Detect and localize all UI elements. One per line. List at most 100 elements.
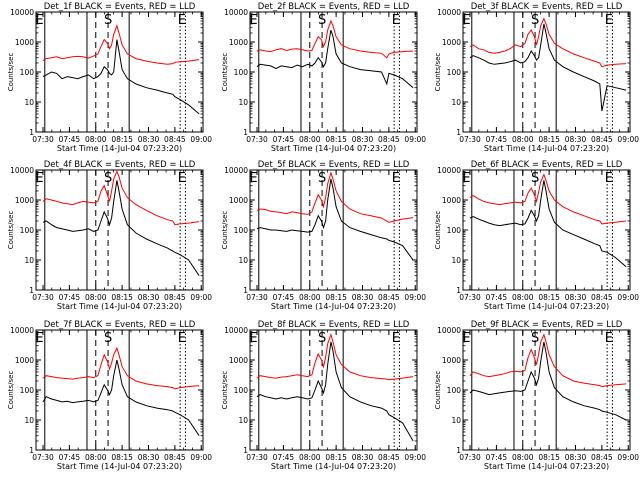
marker-letter: E xyxy=(462,171,470,186)
x-tick-label: 08:00 xyxy=(299,293,321,302)
x-tick-label: 09:00 xyxy=(190,135,212,144)
y-tick-label: 100 xyxy=(20,68,35,77)
panel-1: Det_1f BLACK = Events, RED = LLD 1 10 100 10… xyxy=(7,2,212,153)
y-tick-label: 100 xyxy=(447,226,462,235)
y-tick-label: 1 xyxy=(29,446,34,455)
x-tick-label: 08:45 xyxy=(164,135,186,144)
y-tick-label: 10000 xyxy=(224,8,248,17)
x-tick-label: 08:00 xyxy=(512,135,534,144)
lld-series-line xyxy=(42,346,200,390)
lld-series-line xyxy=(256,19,414,59)
y-tick-label: 10000 xyxy=(10,8,34,17)
events-series-line xyxy=(469,23,627,112)
plot-frame xyxy=(249,329,418,451)
events-series-line xyxy=(469,341,627,421)
x-tick-label: 07:30 xyxy=(32,293,54,302)
y-tick-label: 100 xyxy=(447,386,462,395)
y-tick-label: 1000 xyxy=(15,356,34,365)
y-tick-label: 10000 xyxy=(10,326,34,335)
y-tick-label: 10 xyxy=(24,256,34,265)
marker-letter: E xyxy=(178,13,186,28)
x-tick-label: 07:30 xyxy=(32,453,54,462)
y-axis-label: Counts/sec xyxy=(434,211,442,250)
x-tick-label: 07:30 xyxy=(246,135,268,144)
plot-frame xyxy=(462,11,631,133)
y-tick-label: 10000 xyxy=(437,8,461,17)
panel-title: Det_7f BLACK = Events, RED = LLD xyxy=(44,320,196,330)
events-series-line xyxy=(469,180,627,268)
x-tick-label: 08:15 xyxy=(538,453,560,462)
y-tick-label: 10 xyxy=(238,98,248,107)
x-tick-label: 07:30 xyxy=(246,293,268,302)
panel-5: Det_5f BLACK = Events, RED = LLD 1 10 100 10… xyxy=(221,160,426,311)
marker-letter: E xyxy=(178,331,186,346)
lld-series-line xyxy=(256,332,414,381)
y-tick-label: 1000 xyxy=(442,38,461,47)
y-tick-label: 1000 xyxy=(229,38,248,47)
lld-series-line xyxy=(42,24,200,65)
x-tick-label: 08:45 xyxy=(591,135,613,144)
marker-letter: S xyxy=(531,171,539,186)
y-tick-label: 100 xyxy=(20,386,35,395)
x-tick-label: 08:15 xyxy=(111,453,133,462)
plot-frame xyxy=(249,11,418,133)
panel-title: Det_1f BLACK = Events, RED = LLD xyxy=(44,2,196,12)
y-tick-label: 10000 xyxy=(437,326,461,335)
marker-letter: S xyxy=(318,331,326,346)
x-tick-label: 08:00 xyxy=(299,453,321,462)
marker-letter: E xyxy=(605,171,613,186)
events-series-line xyxy=(256,29,414,89)
y-tick-label: 10000 xyxy=(10,166,34,175)
x-tick-label: 08:15 xyxy=(325,453,347,462)
y-tick-label: 10 xyxy=(24,416,34,425)
x-axis-label: Start Time (14-Jul-04 07:23:20) xyxy=(57,302,182,311)
x-axis-label: Start Time (14-Jul-04 07:23:20) xyxy=(57,144,182,153)
marker-letter: S xyxy=(104,13,112,28)
x-tick-label: 08:00 xyxy=(512,453,534,462)
y-tick-label: 100 xyxy=(447,68,462,77)
x-axis-label: Start Time (14-Jul-04 07:23:20) xyxy=(484,302,609,311)
x-axis-label: Start Time (14-Jul-04 07:23:20) xyxy=(271,302,396,311)
x-tick-label: 09:00 xyxy=(190,293,212,302)
x-tick-label: 08:30 xyxy=(138,453,160,462)
marker-letter: S xyxy=(104,171,112,186)
x-tick-label: 08:15 xyxy=(111,293,133,302)
y-tick-label: 10 xyxy=(451,416,461,425)
events-series-line xyxy=(256,178,414,261)
panel-title: Det_3f BLACK = Events, RED = LLD xyxy=(471,2,623,12)
y-tick-label: 1 xyxy=(456,128,461,137)
x-axis-label: Start Time (14-Jul-04 07:23:20) xyxy=(271,462,396,471)
lld-series-line xyxy=(469,333,627,388)
marker-letter: E xyxy=(249,331,257,346)
y-axis-label: Counts/sec xyxy=(434,53,442,92)
y-tick-label: 1 xyxy=(243,128,248,137)
panel-7: Det_7f BLACK = Events, RED = LLD 1 10 100 10… xyxy=(7,320,212,471)
x-tick-label: 09:00 xyxy=(404,293,426,302)
x-tick-label: 08:00 xyxy=(85,293,107,302)
x-axis-label: Start Time (14-Jul-04 07:23:20) xyxy=(484,144,609,153)
marker-letter: E xyxy=(605,331,613,346)
x-tick-label: 09:00 xyxy=(617,293,639,302)
x-tick-label: 08:45 xyxy=(164,293,186,302)
y-tick-label: 1 xyxy=(29,286,34,295)
panel-8: Det_8f BLACK = Events, RED = LLD 1 10 100 10… xyxy=(221,320,426,471)
y-tick-label: 100 xyxy=(234,386,249,395)
x-tick-label: 08:30 xyxy=(565,135,587,144)
y-tick-label: 100 xyxy=(234,68,249,77)
x-tick-label: 08:45 xyxy=(591,453,613,462)
x-tick-label: 08:45 xyxy=(378,293,400,302)
x-tick-label: 08:30 xyxy=(565,453,587,462)
y-tick-label: 10 xyxy=(238,416,248,425)
x-tick-label: 09:00 xyxy=(404,135,426,144)
y-tick-label: 10000 xyxy=(224,326,248,335)
x-tick-label: 08:45 xyxy=(378,453,400,462)
x-tick-label: 08:30 xyxy=(138,135,160,144)
x-tick-label: 08:15 xyxy=(538,135,560,144)
y-tick-label: 10 xyxy=(24,98,34,107)
y-tick-label: 1 xyxy=(29,128,34,137)
x-tick-label: 07:45 xyxy=(273,135,295,144)
x-tick-label: 09:00 xyxy=(617,135,639,144)
marker-letter: E xyxy=(392,171,400,186)
events-series-line xyxy=(256,341,414,442)
